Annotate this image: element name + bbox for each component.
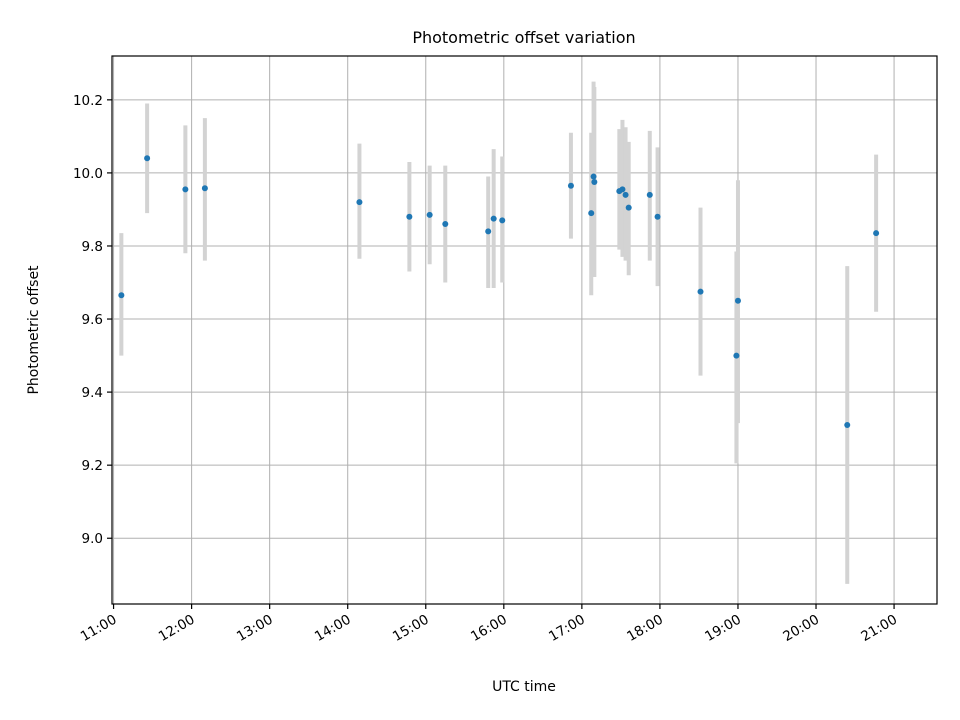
data-point [485,228,492,235]
data-point [733,352,740,359]
data-point [591,179,598,186]
data-point [646,191,653,198]
data-point [625,204,632,211]
data-point [356,199,363,206]
data-point [844,421,851,428]
data-point [182,186,189,193]
data-point [426,211,433,218]
x-tick-label: 11:00 [78,612,120,645]
data-point [697,288,704,295]
x-axis-label: UTC time [492,679,556,695]
data-point [118,292,125,299]
data-point [619,186,626,193]
data-point [490,215,497,222]
data-point [622,191,629,198]
data-point [588,210,595,217]
x-tick-label: 14:00 [312,612,354,645]
grid-lines [112,56,937,604]
data-point [499,217,506,224]
y-tick-label: 9.6 [82,312,103,328]
data-point [442,221,449,228]
y-tick-label: 9.0 [82,531,103,547]
x-tick-label: 17:00 [546,612,588,645]
data-point [201,185,208,192]
y-tick-label: 9.8 [82,239,103,255]
y-tick-label: 10.2 [73,93,103,109]
x-tick-label: 18:00 [624,612,666,645]
data-point [144,155,151,162]
x-tick-label: 19:00 [702,612,744,645]
y-tick-label: 9.2 [82,458,103,474]
axis-ticks: 11:00 12:00 13:00 14:00 15:00 16:00 17:00 18:00… [73,93,900,645]
plot-frame [111,55,938,605]
data-point [590,173,597,180]
data-point [406,213,413,220]
x-tick-label: 12:00 [156,612,198,645]
y-tick-label: 9.4 [82,385,103,401]
error-bars [119,81,879,584]
x-tick-label: 21:00 [858,612,900,645]
x-tick-label: 13:00 [234,612,276,645]
data-point [567,182,574,189]
x-tick-label: 15:00 [390,612,432,645]
x-tick-label: 20:00 [780,612,822,645]
x-tick-label: 16:00 [468,612,510,645]
y-tick-label: 10.0 [73,166,103,182]
chart-title: Photometric offset variation [412,28,635,47]
data-points [118,155,880,428]
data-point [734,297,741,304]
y-axis-label: Photometric offset [26,265,42,395]
data-point [654,213,661,220]
data-point [873,230,880,237]
